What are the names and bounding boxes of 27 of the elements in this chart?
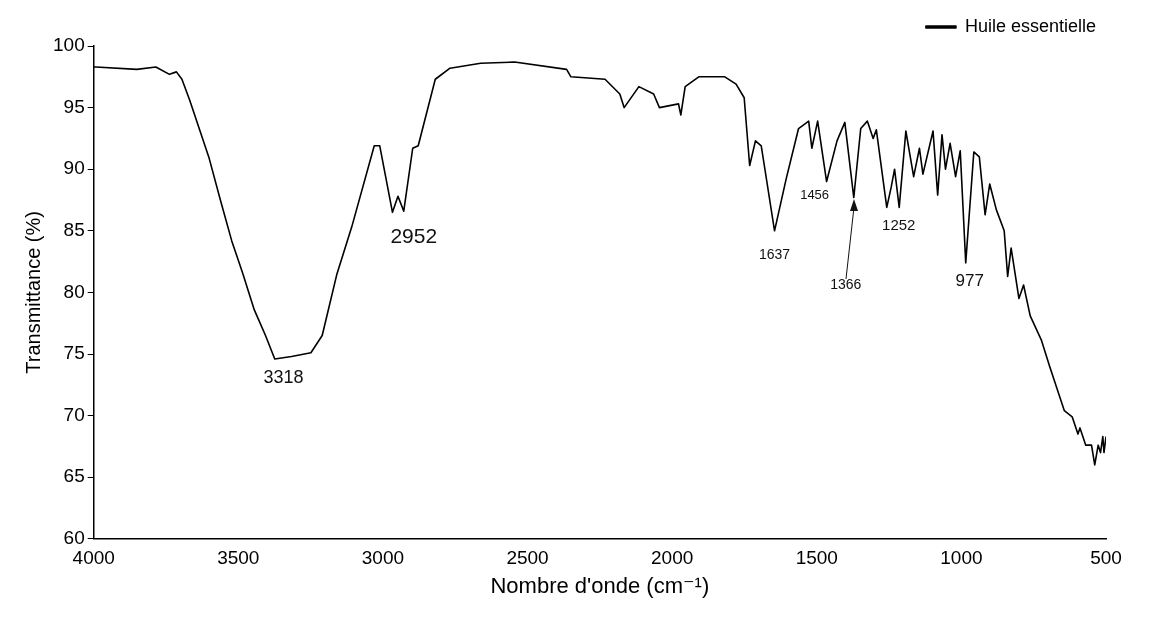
annotation: 3318 — [263, 367, 304, 388]
annotation: 977 — [955, 270, 984, 290]
annotation: 1252 — [882, 215, 916, 233]
annotation: 1637 — [758, 245, 791, 262]
y-tick-label: 95 — [63, 95, 85, 117]
x-tick-label: 4000 — [72, 547, 115, 569]
y-tick-label: 65 — [63, 465, 85, 487]
y-tick-label: 70 — [63, 403, 85, 425]
y-tick-label: 75 — [63, 342, 85, 364]
x-tick-label: 3000 — [361, 547, 405, 569]
annotation: 2952 — [390, 223, 438, 247]
y-tick-label: 85 — [63, 219, 85, 241]
y-tick-label: 80 — [63, 280, 85, 302]
x-tick-label: 1500 — [795, 547, 838, 569]
x-tick-label: 3500 — [217, 547, 260, 569]
y-tick-label: 90 — [63, 157, 85, 179]
y-tick-label: 60 — [63, 527, 85, 549]
x-tick-label: 2000 — [651, 547, 694, 569]
y-tick-label: 100 — [53, 34, 85, 56]
x-axis-title: Nombre d'onde (cm⁻¹) — [490, 572, 710, 598]
y-axis-title: Transmittance (%) — [21, 211, 44, 374]
legend-label: Huile essentielle — [964, 15, 1097, 36]
annotation: 1366 — [830, 276, 862, 293]
annotation: 1456 — [800, 187, 830, 203]
x-tick-label: 500 — [1090, 547, 1122, 569]
x-tick-label: 1000 — [940, 547, 983, 569]
x-tick-label: 2500 — [506, 547, 549, 569]
